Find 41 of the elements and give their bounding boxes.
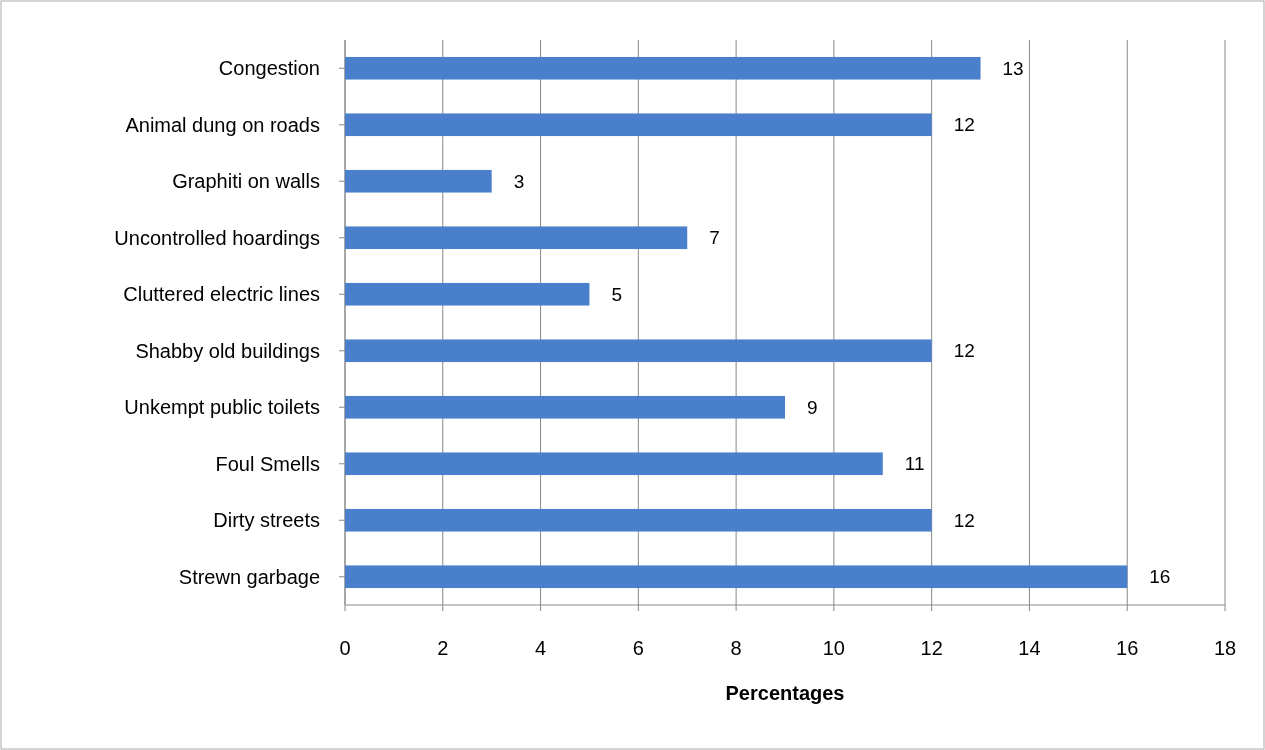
data-label: 12 [953,114,975,136]
data-label: 13 [1002,57,1024,79]
x-tick-label: 4 [534,637,547,659]
y-tick-label: Unkempt public toilets [124,396,320,419]
bar [345,169,492,193]
x-tick-label: 18 [1213,637,1237,659]
bar [345,56,981,80]
bar [345,113,932,137]
x-tick-label: 2 [437,637,449,659]
data-label: 9 [807,396,818,418]
x-axis-title: Percentages [725,682,845,704]
x-tick-label: 16 [1116,637,1139,659]
y-tick-label: Congestion [218,57,320,80]
x-tick-label: 0 [339,637,351,659]
data-label: 7 [709,227,720,249]
data-label: 3 [513,170,525,192]
bar [345,226,688,250]
bar [345,565,1128,589]
data-label: 12 [953,340,975,362]
bar [345,339,932,363]
x-tick-label: 14 [1018,637,1041,659]
y-tick-label: Uncontrolled hoardings [114,226,320,249]
x-tick-label: 8 [730,637,742,659]
y-tick-label: Animal dung on roads [125,113,320,136]
x-tick-label: 10 [822,637,846,659]
data-label: 16 [1149,566,1171,588]
y-tick-label: Shabby old buildings [135,339,320,362]
bar [345,282,590,306]
bar [345,452,883,476]
y-tick-label: Dirty streets [213,509,320,532]
data-label: 11 [904,453,925,475]
data-label: 12 [953,509,975,531]
y-tick-label: Foul Smells [215,452,320,475]
y-tick-label: Strewn garbage [178,565,320,588]
x-tick-label: 12 [920,637,943,659]
y-tick-label: Cluttered electric lines [123,283,320,306]
y-tick-label: Graphiti on walls [172,170,320,193]
x-tick-label: 6 [632,637,644,659]
data-label: 5 [611,283,623,305]
bar [345,508,932,532]
bar [345,395,785,419]
